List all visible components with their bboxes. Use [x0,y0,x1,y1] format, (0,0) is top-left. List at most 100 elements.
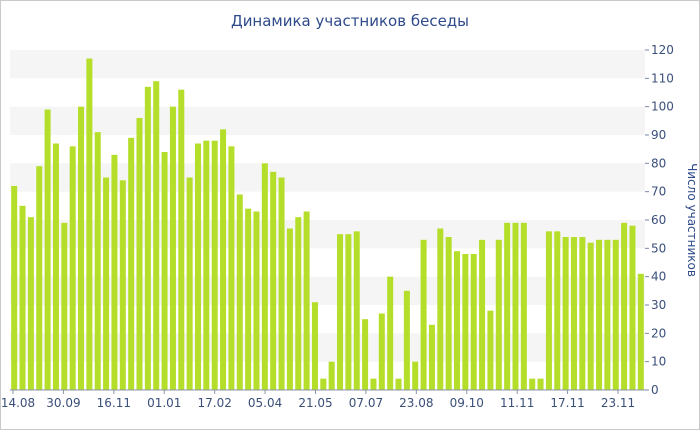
x-tick-label: 01.01 [147,396,181,410]
bar [328,361,335,390]
bar [587,242,594,390]
bar [36,166,43,390]
bar [495,239,502,390]
bar [395,378,402,390]
bar [19,205,26,390]
y-tick-label: 30 [651,298,666,312]
y-axis-label: Число участников [685,163,699,277]
y-tick-label: 40 [651,270,666,284]
y-tick-label: 70 [651,185,666,199]
x-tick-label: 11.11 [500,396,534,410]
bar [362,319,369,390]
y-tick-label: 60 [651,213,666,227]
bar [504,222,511,390]
bar [303,211,310,390]
x-tick-label: 07.07 [349,396,383,410]
bar [512,222,519,390]
y-tick-label: 110 [651,71,674,85]
bar [596,239,603,390]
bar [337,234,344,390]
bar [119,180,126,390]
y-tick-label: 20 [651,326,666,340]
bar [52,143,59,390]
x-tick-label: 23.08 [399,396,433,410]
bar [136,118,143,390]
bar [529,378,536,390]
bar [537,378,544,390]
bar [161,152,168,390]
bar [437,228,444,390]
x-tick-label: 17.11 [550,396,584,410]
bar [11,186,18,390]
x-tick-label: 17.02 [197,396,231,410]
y-tick-label: 10 [651,355,666,369]
x-tick-label: 09.10 [450,396,484,410]
grid-band [10,106,645,135]
bar [345,234,352,390]
x-tick-label: 14.08 [1,396,35,410]
bar [78,106,85,391]
bar [236,194,243,390]
bar [245,208,252,390]
bar [320,378,327,390]
y-tick-label: 120 [651,43,674,57]
bar [579,237,586,390]
x-tick-label: 05.04 [248,396,282,410]
bar [178,89,185,391]
bar [445,237,452,390]
bar [637,273,644,390]
bars [11,58,644,391]
bar [270,171,277,390]
y-tick-label: 50 [651,241,666,255]
bar [261,163,268,390]
bar [103,177,110,390]
bar [420,239,427,390]
y-tick-label: 80 [651,156,666,170]
bar [612,239,619,390]
bar [487,310,494,390]
bar [44,109,51,390]
bar [403,290,410,390]
bar [61,222,68,390]
bar [169,106,176,391]
bar [621,222,628,390]
bar [545,231,552,390]
bar [295,217,302,390]
y-tick-label: 0 [651,383,659,397]
bar [186,177,193,390]
bar [278,177,285,390]
bar [562,237,569,390]
y-axis-ticks: 0 10 20 30 40 50 60 70 80 90 100 110 120 [645,43,674,397]
bar [153,81,160,391]
chart-title: Динамика участников беседы [230,12,470,30]
bar [311,302,318,390]
bar [86,58,93,390]
bar [428,324,435,390]
x-tick-label: 30.09 [46,396,80,410]
bar [378,313,385,390]
bar [220,129,227,390]
bar [470,254,477,390]
bar [286,228,293,390]
bar [144,86,151,390]
bar [412,361,419,390]
bar [570,237,577,390]
bar [554,231,561,390]
bar [228,146,235,390]
bar [629,225,636,390]
bar [454,251,461,390]
bar [370,378,377,390]
bar [462,254,469,390]
bar [479,239,486,390]
bar [203,140,210,390]
bar [194,143,202,390]
grid-band [10,50,645,79]
bar [604,239,611,390]
bar [253,211,260,390]
bar [353,231,360,390]
y-tick-label: 90 [651,128,666,142]
bar [128,137,135,390]
x-tick-label: 21.05 [298,396,332,410]
x-tick-label: 23.11 [601,396,635,410]
